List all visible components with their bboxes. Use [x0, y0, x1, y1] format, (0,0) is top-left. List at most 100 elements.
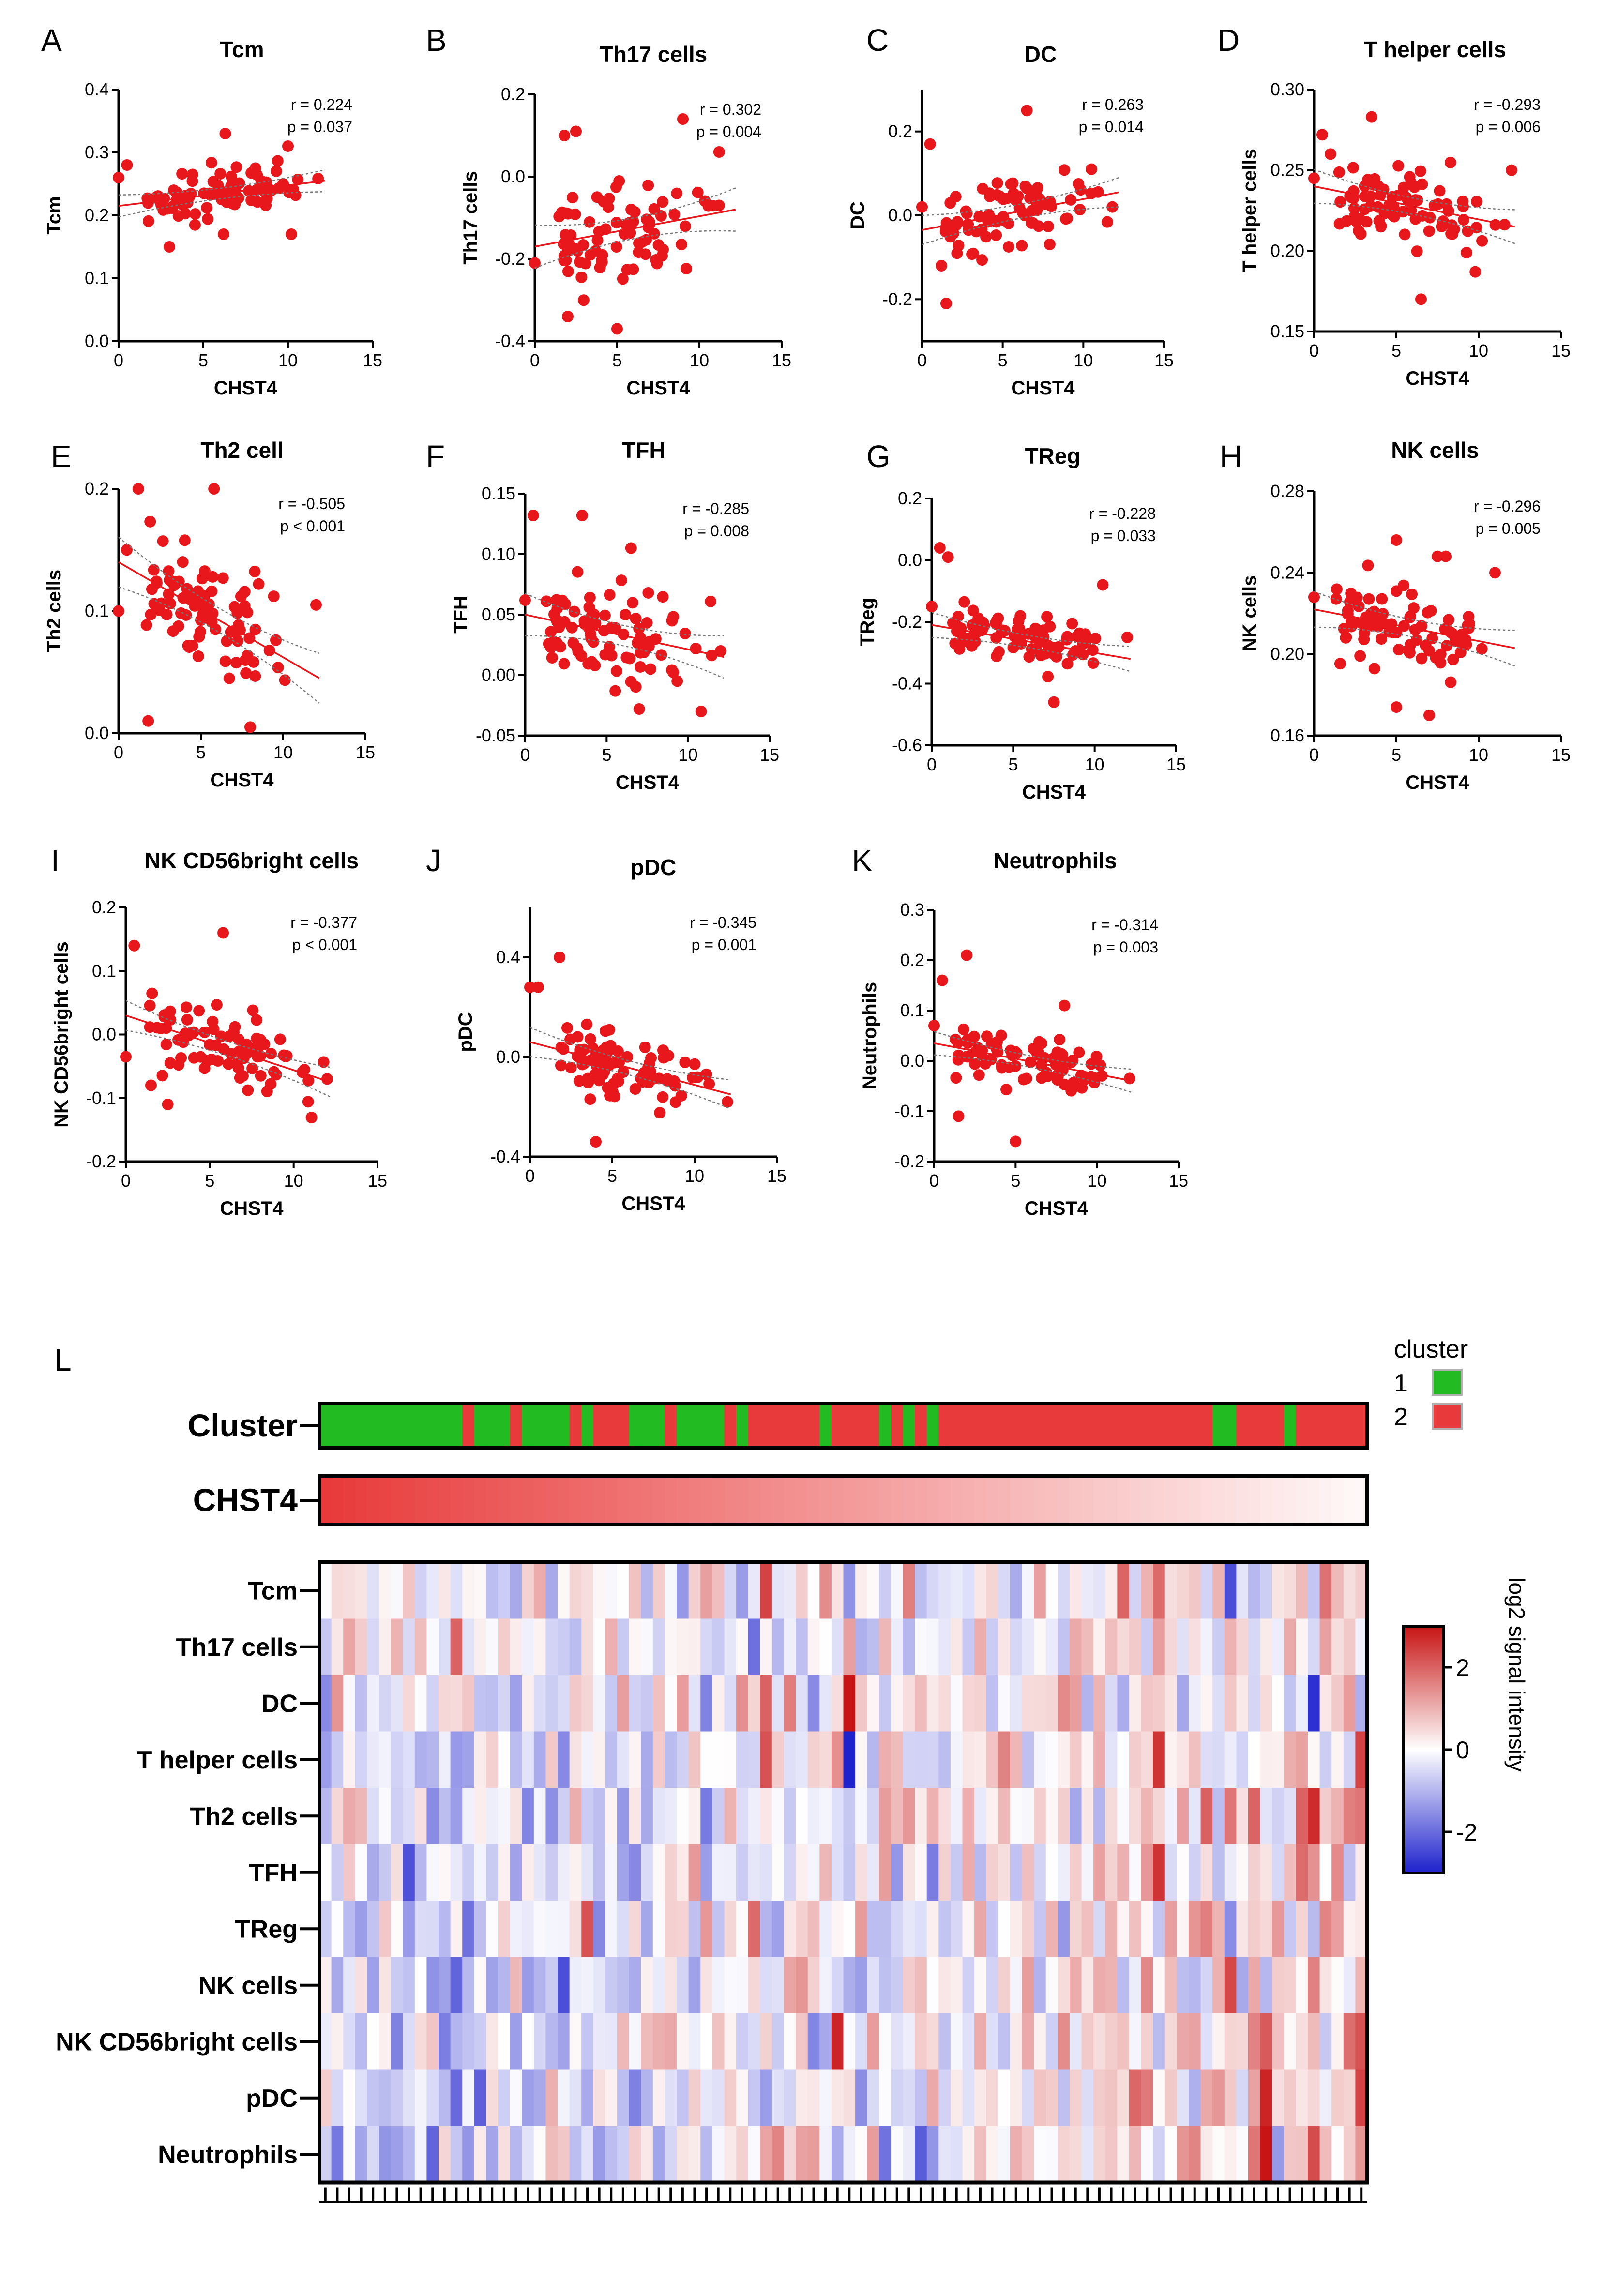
- heatmap-cell: [533, 2069, 546, 2127]
- data-point: [618, 1066, 630, 1078]
- heatmap-cell: [1177, 1731, 1189, 1788]
- heatmap-cell: [331, 1731, 344, 1788]
- heatmap-cell: [522, 1675, 534, 1732]
- data-point: [1461, 246, 1473, 258]
- data-point: [643, 640, 655, 652]
- heatmap-cell: [1224, 1901, 1237, 1958]
- heatmap-cell: [962, 1618, 975, 1676]
- data-point: [1423, 225, 1435, 237]
- data-point: [1391, 585, 1403, 597]
- chst4-cell: [450, 1476, 463, 1525]
- heatmap-cell: [903, 2013, 915, 2070]
- heatmap-cell: [426, 1901, 439, 1958]
- heatmap-cell: [1058, 2013, 1070, 2070]
- heatmap-cell: [1034, 1844, 1046, 1901]
- data-point: [625, 542, 637, 554]
- data-point: [1090, 1050, 1103, 1062]
- heatmap-cell: [319, 1562, 332, 1619]
- data-point: [230, 657, 242, 669]
- heatmap-cell: [665, 2126, 677, 2183]
- data-point: [630, 613, 642, 625]
- x-tick-label: 15: [772, 350, 791, 370]
- heatmap-cell: [641, 1675, 653, 1732]
- heatmap-cell: [1200, 1957, 1213, 2014]
- data-point: [1029, 1043, 1041, 1055]
- heatmap-cell: [652, 1562, 665, 1619]
- heatmap-cell: [831, 1562, 844, 1619]
- heatmap-cell: [533, 1562, 546, 1619]
- heatmap-cell: [712, 1901, 725, 1958]
- chst4-cell: [1093, 1476, 1106, 1525]
- data-point: [1020, 1072, 1032, 1085]
- heatmap-cell: [1319, 1844, 1332, 1901]
- heatmap-row-label: TReg: [235, 1915, 298, 1943]
- heatmap-cell: [915, 2069, 927, 2127]
- data-point: [524, 981, 536, 993]
- heatmap-cell: [439, 1618, 451, 1676]
- data-point: [1506, 164, 1517, 176]
- heatmap-cell: [1272, 1675, 1285, 1732]
- heatmap-cell: [403, 2126, 415, 2183]
- x-tick-label: 15: [767, 1166, 786, 1186]
- heatmap-cell: [522, 1957, 534, 2014]
- data-point: [627, 263, 639, 275]
- heatmap-cell: [1236, 1844, 1249, 1901]
- data-point: [1074, 204, 1086, 216]
- heatmap-cell: [319, 1675, 332, 1732]
- data-point: [671, 187, 683, 199]
- heatmap-cell: [498, 1562, 511, 1619]
- heatmap-cell: [605, 2013, 618, 2070]
- heatmap-cell: [522, 1844, 534, 1901]
- chst4-cell: [486, 1476, 499, 1525]
- heatmap-cell: [629, 2013, 642, 2070]
- colorbar-tick-label: 0: [1456, 1737, 1469, 1764]
- heatmap-cell: [343, 1788, 356, 1845]
- heatmap-cell: [1081, 1788, 1094, 1845]
- data-point: [993, 646, 1005, 658]
- heatmap-cell: [843, 1618, 856, 1676]
- data-point: [206, 585, 218, 597]
- cluster-cell: [391, 1404, 404, 1448]
- heatmap-cell: [784, 2126, 796, 2183]
- heatmap-cell: [736, 1844, 749, 1901]
- data-point: [1334, 658, 1346, 670]
- cluster-cell: [1284, 1404, 1297, 1448]
- heatmap-cell: [879, 1675, 892, 1732]
- data-point: [1094, 1059, 1106, 1072]
- data-point: [175, 1052, 187, 1064]
- heatmap-cell: [652, 1618, 665, 1676]
- heatmap-cell: [760, 2069, 772, 2127]
- heatmap-cell: [1212, 1618, 1225, 1676]
- data-point: [953, 638, 965, 650]
- heatmap-cell: [1153, 1675, 1165, 1732]
- heatmap-cell: [403, 1731, 415, 1788]
- chst4-cell: [760, 1476, 772, 1525]
- heatmap-cell: [498, 2126, 511, 2183]
- data-point: [245, 194, 257, 206]
- heatmap-cell: [1022, 2069, 1034, 2127]
- heatmap-cell: [522, 1788, 534, 1845]
- heatmap-cell: [1117, 2126, 1130, 2183]
- heatmap-cell: [1296, 2069, 1308, 2127]
- heatmap-cell: [1284, 1901, 1297, 1958]
- data-point: [928, 1020, 940, 1032]
- cluster-cell: [558, 1404, 570, 1448]
- heatmap-cell: [819, 2069, 832, 2127]
- heatmap-cell: [617, 1731, 630, 1788]
- heatmap-cell: [379, 1675, 392, 1732]
- chst4-cell: [510, 1476, 523, 1525]
- panel-label-B: B: [426, 23, 447, 58]
- y-tick-label: 0.2: [888, 121, 912, 141]
- heatmap-cell: [629, 1731, 642, 1788]
- data-point: [310, 599, 322, 611]
- heatmap-cell: [938, 1562, 951, 1619]
- heatmap-cell: [819, 1618, 832, 1676]
- heatmap-cell: [903, 1957, 915, 2014]
- heatmap-cell: [1200, 2069, 1213, 2127]
- chst4-cell: [593, 1476, 606, 1525]
- data-point: [596, 256, 608, 268]
- heatmap-cell: [367, 1618, 379, 1676]
- heatmap-cell: [379, 1957, 392, 2014]
- x-axis-label: CHST4: [1025, 1198, 1089, 1219]
